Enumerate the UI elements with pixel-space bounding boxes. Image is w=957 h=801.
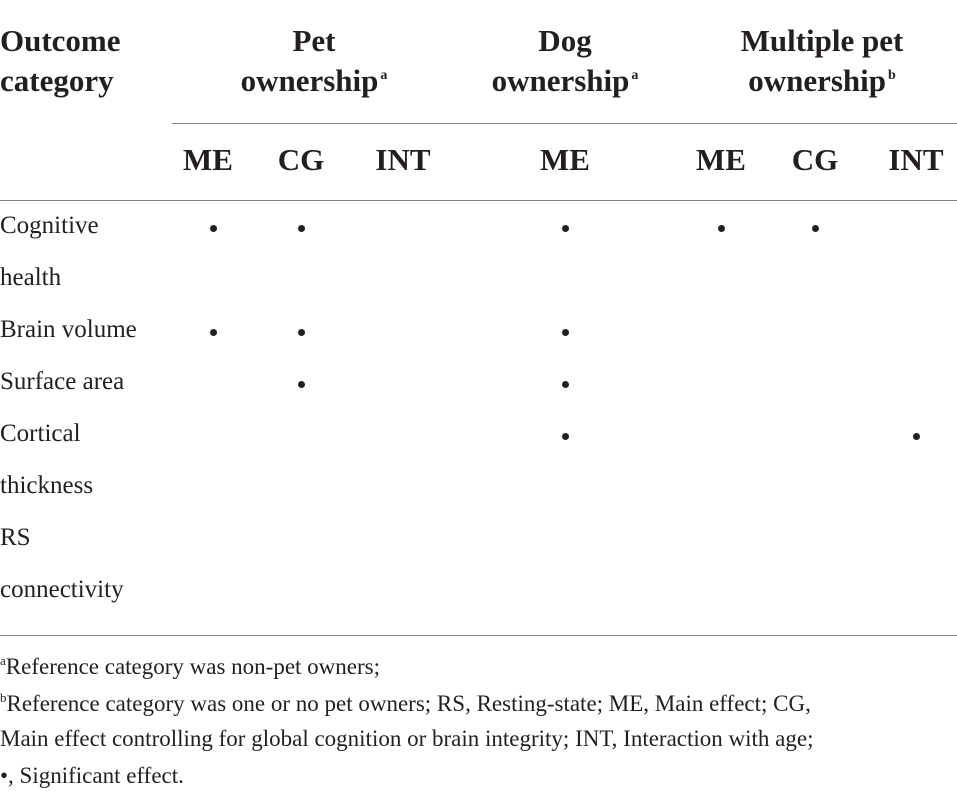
- subheader-multi-int: INT: [888, 142, 944, 177]
- group-header-dog-line2: ownership a: [491, 63, 639, 98]
- significant-effect-dot: [561, 328, 569, 336]
- corner-header-line2: category: [0, 63, 114, 98]
- footnote-marker: b: [888, 68, 896, 83]
- subheader-pet-int: INT: [375, 142, 431, 177]
- group-header-pet-line2: ownership a: [240, 63, 388, 98]
- row-label-rs-connectivity-line2: connectivity: [0, 576, 124, 603]
- row-label-cognitive-health-line1: Cognitive: [0, 212, 99, 239]
- footnote-b-line2: Main effect controlling for global cogni…: [0, 726, 814, 751]
- significant-effect-dot: [297, 380, 305, 388]
- row-label-surface-area: Surface area: [0, 368, 125, 395]
- footnote-b-line3: •, Significant effect.: [0, 763, 184, 788]
- subheader-multi-cg: CG: [791, 142, 839, 177]
- subheader-dog-me: ME: [540, 142, 590, 177]
- subheader-pet-me: ME: [183, 142, 233, 177]
- significant-effect-dot: [209, 328, 217, 336]
- footnote-marker: a: [631, 68, 639, 83]
- significant-effect-dot: [209, 224, 217, 232]
- significant-effect-dot: [561, 224, 569, 232]
- footnote-a: aReference category was non-pet owners;: [0, 653, 381, 679]
- footnote-a-marker: a: [0, 653, 6, 668]
- significant-effect-dot: [811, 224, 819, 232]
- row-label-cortical-thickness-line2: thickness: [0, 472, 94, 499]
- row-label-cognitive-health-line2: health: [0, 264, 62, 291]
- significant-effect-dot: [912, 432, 920, 440]
- row-label-cortical-thickness-line1: Cortical: [0, 420, 81, 447]
- significant-effect-dot: [297, 224, 305, 232]
- row-label-rs-connectivity-line1: RS: [0, 524, 31, 551]
- group-header-multiple-line2: ownership b: [748, 63, 896, 98]
- subheader-multi-me: ME: [696, 142, 746, 177]
- significant-effect-dot: [561, 380, 569, 388]
- footnote-b-line1: bReference category was one or no pet ow…: [0, 690, 811, 716]
- significant-effect-dot: [561, 432, 569, 440]
- corner-header-line1: Outcome: [0, 23, 121, 58]
- group-header-pet-line1: Pet: [292, 23, 336, 58]
- significant-effect-dot: [297, 328, 305, 336]
- significant-effect-dot: [717, 224, 725, 232]
- group-header-dog-line1: Dog: [538, 23, 592, 58]
- footnote-marker: a: [380, 68, 388, 83]
- subheader-divider: [0, 200, 957, 201]
- footnote-b-marker: b: [0, 690, 7, 705]
- header-divider: [172, 123, 957, 124]
- subheader-pet-cg: CG: [277, 142, 325, 177]
- group-header-multiple-line1: Multiple pet: [740, 23, 904, 58]
- row-label-brain-volume: Brain volume: [0, 316, 137, 343]
- table-bottom-rule: [0, 635, 957, 636]
